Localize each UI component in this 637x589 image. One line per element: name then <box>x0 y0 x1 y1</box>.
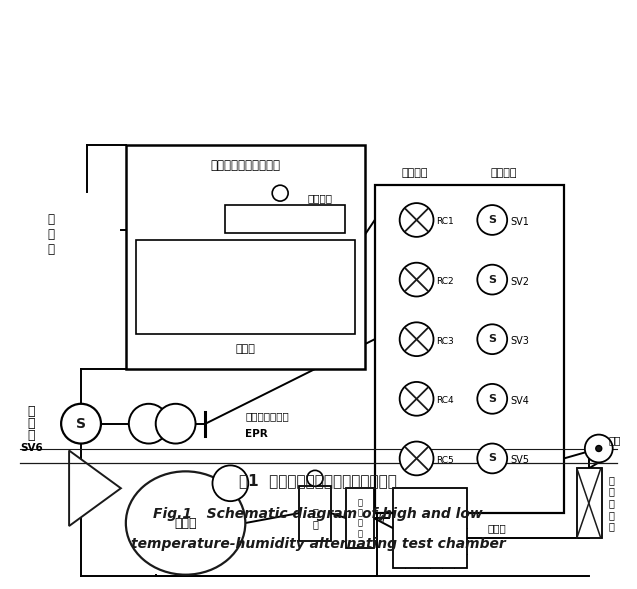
Text: S: S <box>488 215 496 225</box>
Bar <box>346 488 374 548</box>
Circle shape <box>585 435 613 462</box>
Circle shape <box>61 404 101 444</box>
Text: S: S <box>488 454 496 464</box>
Text: SV1: SV1 <box>510 217 529 227</box>
Text: RC3: RC3 <box>436 337 454 346</box>
Circle shape <box>477 444 507 474</box>
Bar <box>577 468 602 538</box>
Bar <box>126 145 365 369</box>
Text: 冷凝器: 冷凝器 <box>487 523 506 533</box>
Text: S: S <box>488 274 496 284</box>
Circle shape <box>272 185 288 201</box>
Text: 磁: 磁 <box>27 417 35 430</box>
Text: SV6: SV6 <box>20 442 43 452</box>
Text: SV5: SV5 <box>510 455 529 465</box>
Text: EPR: EPR <box>245 429 268 439</box>
Circle shape <box>129 404 169 444</box>
Text: SV4: SV4 <box>510 396 529 406</box>
Bar <box>299 487 331 541</box>
Bar <box>375 185 564 513</box>
Circle shape <box>399 382 434 416</box>
Text: 电
加
热: 电 加 热 <box>48 213 55 256</box>
Circle shape <box>155 404 196 444</box>
Circle shape <box>213 465 248 501</box>
Text: 电: 电 <box>27 405 35 418</box>
Circle shape <box>399 442 434 475</box>
Text: SV3: SV3 <box>510 336 529 346</box>
Ellipse shape <box>126 471 245 575</box>
Text: temperature-humidity alternating test chamber: temperature-humidity alternating test ch… <box>131 537 505 551</box>
Text: S: S <box>488 334 496 344</box>
Text: 高低温交变湿热试验箱: 高低温交变湿热试验箱 <box>210 159 280 172</box>
Text: RC2: RC2 <box>436 277 454 286</box>
Circle shape <box>307 471 323 487</box>
Circle shape <box>477 205 507 235</box>
Polygon shape <box>69 451 121 526</box>
Text: S: S <box>488 394 496 404</box>
Circle shape <box>596 445 602 452</box>
Text: 油
分: 油 分 <box>312 507 318 529</box>
Text: 循
环
风
扇: 循 环 风 扇 <box>357 498 362 538</box>
Text: 阀: 阀 <box>27 429 35 442</box>
Bar <box>392 488 468 568</box>
Circle shape <box>399 263 434 296</box>
Text: 压缩机: 压缩机 <box>175 517 197 530</box>
Bar <box>225 205 345 233</box>
Circle shape <box>477 384 507 413</box>
Text: RC4: RC4 <box>436 396 454 405</box>
Text: Fig.1   Schematic diagram of high and low: Fig.1 Schematic diagram of high and low <box>153 507 483 521</box>
Text: RC5: RC5 <box>436 456 454 465</box>
Circle shape <box>477 325 507 354</box>
Circle shape <box>477 264 507 294</box>
Text: S: S <box>76 416 86 431</box>
Text: 蒸发器: 蒸发器 <box>236 344 255 354</box>
Text: 视镜: 视镜 <box>609 435 621 445</box>
Text: SV2: SV2 <box>510 277 529 287</box>
Text: 膨胀阀组: 膨胀阀组 <box>401 168 428 178</box>
Circle shape <box>399 203 434 237</box>
Text: 图1  高低温交变湿热试验箱实验装置: 图1 高低温交变湿热试验箱实验装置 <box>239 473 397 488</box>
Text: RC1: RC1 <box>436 217 454 226</box>
Text: 蒸发压力调节阀: 蒸发压力调节阀 <box>245 411 289 421</box>
Bar <box>136 240 355 334</box>
Text: 干
燥
过
滤
器: 干 燥 过 滤 器 <box>609 475 615 531</box>
Text: 电磁阀组: 电磁阀组 <box>491 168 517 178</box>
Circle shape <box>399 322 434 356</box>
Text: 循环风扇: 循环风扇 <box>308 193 333 203</box>
